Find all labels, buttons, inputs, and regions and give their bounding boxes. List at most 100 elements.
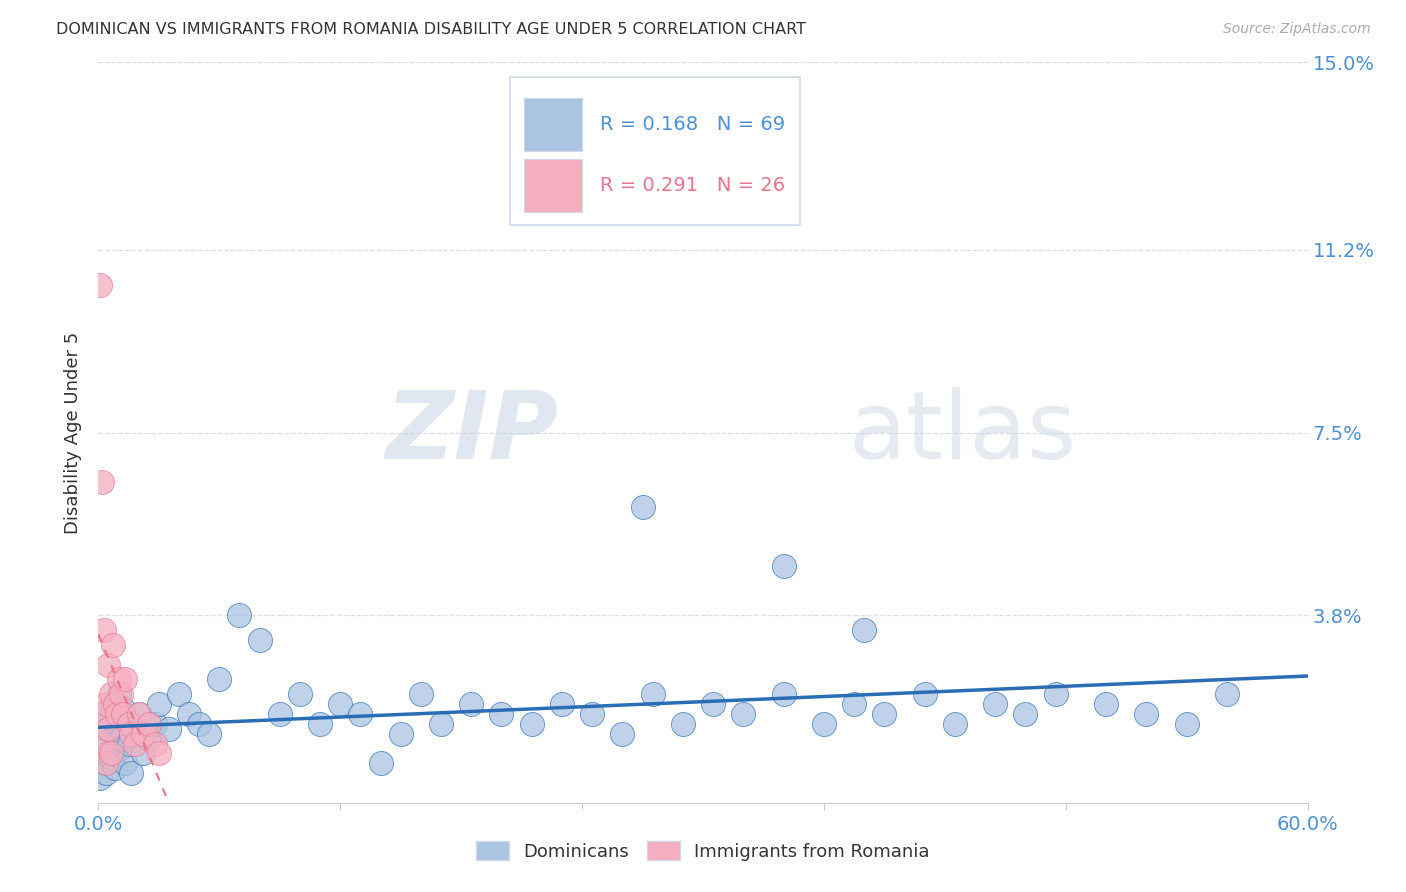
Dominicans bbox=[1045, 687, 1067, 701]
Dominicans bbox=[138, 731, 160, 746]
Dominicans bbox=[389, 727, 412, 741]
Dominicans bbox=[772, 558, 794, 573]
Dominicans bbox=[167, 687, 190, 701]
Dominicans bbox=[100, 751, 122, 765]
Immigrants from Romania bbox=[114, 673, 136, 687]
Immigrants from Romania bbox=[96, 697, 118, 711]
Immigrants from Romania bbox=[107, 673, 129, 687]
FancyBboxPatch shape bbox=[524, 98, 582, 152]
Immigrants from Romania bbox=[100, 747, 122, 761]
Dominicans bbox=[179, 706, 201, 721]
Dominicans bbox=[631, 500, 654, 514]
Dominicans bbox=[984, 697, 1007, 711]
Dominicans bbox=[844, 697, 866, 711]
Immigrants from Romania bbox=[148, 747, 170, 761]
Dominicans bbox=[943, 716, 966, 731]
Dominicans bbox=[101, 697, 124, 711]
Immigrants from Romania bbox=[105, 706, 128, 721]
Immigrants from Romania bbox=[89, 277, 111, 292]
Immigrants from Romania bbox=[128, 706, 150, 721]
Immigrants from Romania bbox=[97, 722, 120, 736]
Dominicans bbox=[853, 623, 876, 637]
FancyBboxPatch shape bbox=[524, 159, 582, 212]
Immigrants from Romania bbox=[91, 737, 114, 751]
Dominicans bbox=[1216, 687, 1239, 701]
Dominicans bbox=[188, 716, 211, 731]
Dominicans bbox=[96, 766, 118, 780]
Dominicans bbox=[157, 722, 180, 736]
Dominicans bbox=[105, 716, 128, 731]
Dominicans bbox=[520, 716, 543, 731]
Immigrants from Romania bbox=[91, 475, 114, 489]
Immigrants from Romania bbox=[124, 737, 146, 751]
Dominicans bbox=[409, 687, 432, 701]
Dominicans bbox=[551, 697, 574, 711]
Dominicans bbox=[143, 716, 166, 731]
Immigrants from Romania bbox=[93, 623, 115, 637]
Immigrants from Romania bbox=[138, 716, 160, 731]
Dominicans bbox=[148, 697, 170, 711]
Dominicans bbox=[114, 756, 136, 771]
Legend: Dominicans, Immigrants from Romania: Dominicans, Immigrants from Romania bbox=[470, 834, 936, 868]
Dominicans bbox=[813, 716, 835, 731]
Dominicans bbox=[103, 761, 125, 775]
Dominicans bbox=[309, 716, 332, 731]
Dominicans bbox=[103, 727, 125, 741]
Immigrants from Romania bbox=[120, 727, 142, 741]
Dominicans bbox=[93, 706, 115, 721]
Immigrants from Romania bbox=[97, 657, 120, 672]
Dominicans bbox=[1014, 706, 1036, 721]
Dominicans bbox=[581, 706, 603, 721]
Immigrants from Romania bbox=[110, 687, 132, 701]
Dominicans bbox=[97, 722, 120, 736]
Dominicans bbox=[249, 632, 271, 647]
Immigrants from Romania bbox=[100, 687, 122, 701]
Text: atlas: atlas bbox=[848, 386, 1077, 479]
Dominicans bbox=[132, 747, 155, 761]
Dominicans bbox=[370, 756, 392, 771]
Immigrants from Romania bbox=[118, 716, 141, 731]
Text: Source: ZipAtlas.com: Source: ZipAtlas.com bbox=[1223, 22, 1371, 37]
Dominicans bbox=[349, 706, 371, 721]
Text: R = 0.291   N = 26: R = 0.291 N = 26 bbox=[600, 176, 786, 194]
Dominicans bbox=[612, 727, 634, 741]
Immigrants from Romania bbox=[89, 706, 111, 721]
Dominicans bbox=[1175, 716, 1198, 731]
Text: ZIP: ZIP bbox=[385, 386, 558, 479]
Dominicans bbox=[124, 722, 146, 736]
Dominicans bbox=[111, 702, 134, 716]
Dominicans bbox=[107, 687, 129, 701]
Immigrants from Romania bbox=[132, 727, 155, 741]
Dominicans bbox=[128, 706, 150, 721]
Immigrants from Romania bbox=[101, 638, 124, 652]
Dominicans bbox=[115, 712, 138, 726]
Dominicans bbox=[430, 716, 453, 731]
Dominicans bbox=[93, 756, 115, 771]
Dominicans bbox=[118, 737, 141, 751]
Text: DOMINICAN VS IMMIGRANTS FROM ROMANIA DISABILITY AGE UNDER 5 CORRELATION CHART: DOMINICAN VS IMMIGRANTS FROM ROMANIA DIS… bbox=[56, 22, 806, 37]
Text: R = 0.168   N = 69: R = 0.168 N = 69 bbox=[600, 115, 786, 134]
Dominicans bbox=[914, 687, 936, 701]
Dominicans bbox=[228, 608, 250, 623]
Dominicans bbox=[97, 747, 120, 761]
Dominicans bbox=[107, 741, 129, 756]
FancyBboxPatch shape bbox=[509, 78, 800, 226]
Dominicans bbox=[198, 727, 221, 741]
Dominicans bbox=[269, 706, 291, 721]
Dominicans bbox=[329, 697, 352, 711]
Dominicans bbox=[641, 687, 664, 701]
Immigrants from Romania bbox=[143, 737, 166, 751]
Dominicans bbox=[733, 706, 755, 721]
Dominicans bbox=[772, 687, 794, 701]
Dominicans bbox=[120, 766, 142, 780]
Dominicans bbox=[89, 771, 111, 785]
Dominicans bbox=[1135, 706, 1157, 721]
Dominicans bbox=[873, 706, 896, 721]
Immigrants from Romania bbox=[96, 756, 118, 771]
Dominicans bbox=[110, 731, 132, 746]
Dominicans bbox=[491, 706, 513, 721]
Dominicans bbox=[1095, 697, 1118, 711]
Dominicans bbox=[672, 716, 695, 731]
Immigrants from Romania bbox=[111, 706, 134, 721]
Dominicans bbox=[208, 673, 231, 687]
